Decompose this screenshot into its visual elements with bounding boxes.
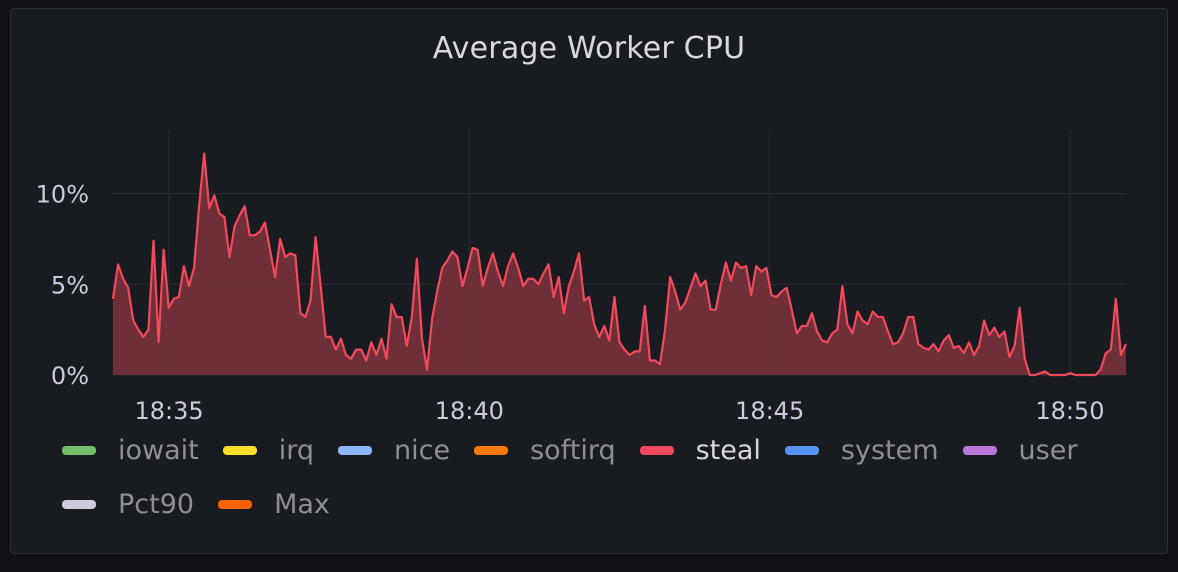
- legend-label: system: [840, 434, 939, 466]
- legend-swatch: [62, 445, 96, 455]
- legend-label: Max: [274, 488, 330, 520]
- legend-item-steal[interactable]: steal: [639, 432, 761, 468]
- legend-label: iowait: [118, 434, 199, 466]
- legend-label: nice: [394, 434, 451, 466]
- y-tick-label: 5%: [51, 271, 89, 299]
- legend-item-irq[interactable]: irq: [222, 432, 315, 468]
- legend-swatch: [62, 499, 96, 509]
- legend: iowait irq nice softirq steal system user Pct90…: [62, 432, 1122, 522]
- y-tick-label: 0%: [51, 362, 89, 390]
- x-tick-label: 18:45: [735, 397, 804, 425]
- legend-swatch: [338, 445, 373, 455]
- legend-item-system[interactable]: system: [784, 432, 939, 468]
- legend-item-user[interactable]: user: [962, 432, 1078, 468]
- legend-item-iowait[interactable]: iowait: [62, 432, 199, 468]
- series-layer: [111, 152, 1127, 377]
- panel-title: Average Worker CPU: [432, 31, 746, 66]
- y-tick-label: 10%: [36, 181, 89, 209]
- legend-swatch: [962, 445, 997, 455]
- legend-swatch: [639, 445, 674, 455]
- legend-swatch: [784, 445, 819, 455]
- legend-label: user: [1018, 434, 1078, 466]
- legend-item-softirq[interactable]: softirq: [474, 432, 616, 468]
- legend-label: steal: [695, 434, 761, 466]
- series-area-steal: [113, 153, 1126, 375]
- legend-label: softirq: [530, 434, 616, 466]
- legend-item-nice[interactable]: nice: [338, 432, 450, 468]
- legend-swatch: [218, 499, 253, 509]
- series-line-steal: [111, 152, 1127, 377]
- axes: 0% 5% 10% 18:35 18:40 18:45 18:50: [36, 181, 1105, 425]
- legend-item-max[interactable]: Max: [218, 486, 330, 522]
- x-tick-label: 18:50: [1035, 397, 1104, 425]
- x-tick-label: 18:40: [435, 397, 504, 425]
- x-tick-label: 18:35: [134, 397, 203, 425]
- legend-label: Pct90: [118, 488, 195, 520]
- legend-swatch: [474, 445, 509, 455]
- legend-item-pct90[interactable]: Pct90: [62, 486, 194, 522]
- legend-swatch: [222, 445, 257, 455]
- legend-label: irq: [278, 434, 315, 466]
